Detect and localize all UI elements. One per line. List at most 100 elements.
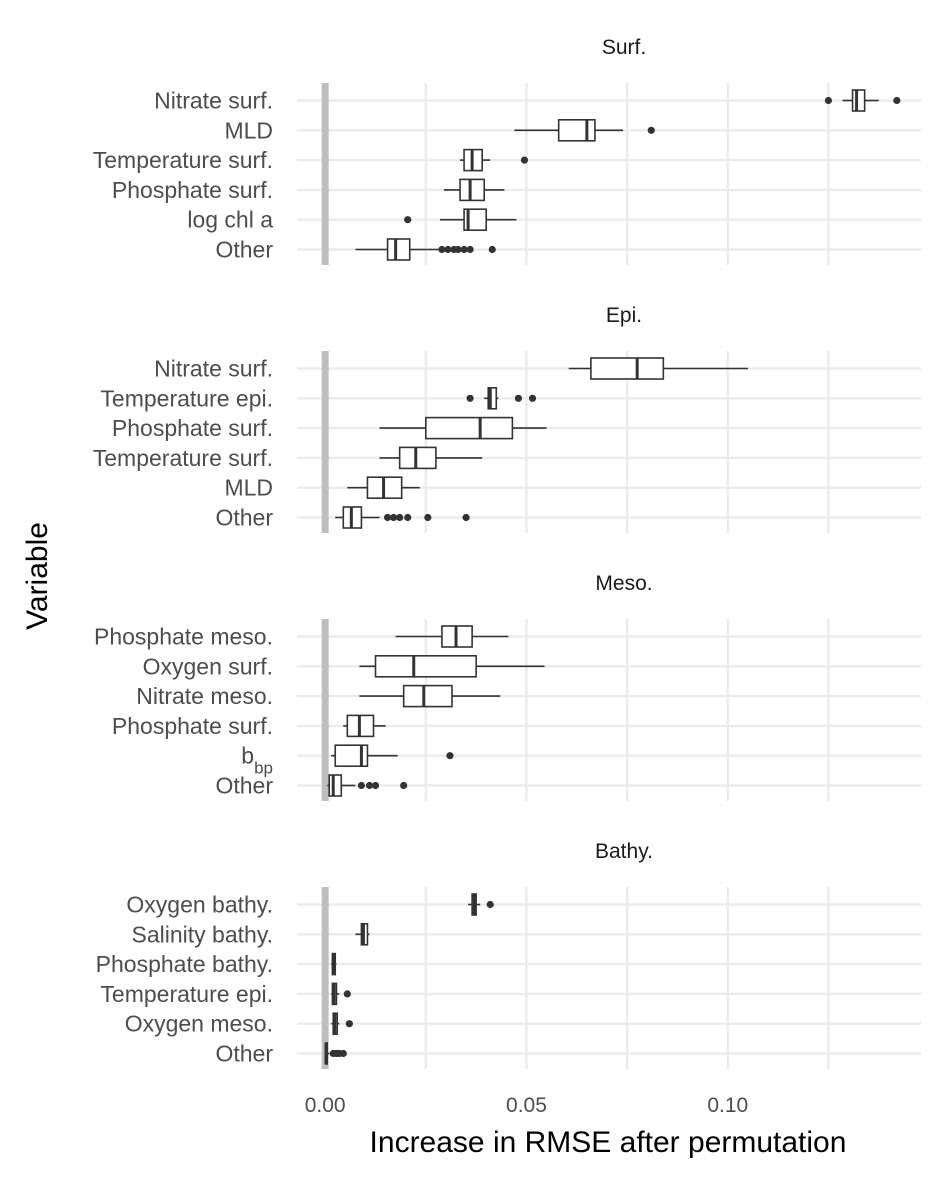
iqr-box bbox=[398, 446, 437, 470]
iqr-box bbox=[328, 774, 343, 797]
variable-label: Temperature epi. bbox=[100, 981, 273, 1007]
outlier-point bbox=[893, 96, 901, 105]
outlier-point bbox=[466, 245, 474, 254]
outlier-point bbox=[390, 513, 398, 522]
iqr-box bbox=[557, 119, 596, 142]
outlier-point bbox=[454, 245, 462, 254]
variable-label: Salinity bathy. bbox=[132, 921, 273, 947]
outlier-point bbox=[345, 1020, 353, 1028]
variable-label: Oxygen surf. bbox=[143, 653, 273, 679]
panel-surf: Surf. Nitrate surf. MLD Temperature surf. Ph… bbox=[93, 36, 921, 265]
panel-bathy: Bathy. Oxygen bathy. Salinity bathy. Phosph… bbox=[96, 840, 921, 1069]
variable-label: Oxygen bathy. bbox=[126, 892, 273, 918]
outlier-point bbox=[404, 216, 412, 224]
panel-epi: Epi. Nitrate surf. Temperature epi. Phospha… bbox=[93, 304, 921, 533]
variable-label: Phosphate surf. bbox=[112, 415, 273, 441]
variable-label: Other bbox=[215, 773, 273, 799]
boxplot bbox=[355, 238, 496, 261]
boxplot bbox=[331, 952, 337, 976]
panel-title: Surf. bbox=[602, 36, 646, 59]
variable-label: MLD bbox=[224, 475, 273, 501]
iqr-box bbox=[459, 178, 486, 202]
boxplot bbox=[443, 178, 505, 202]
iqr-box bbox=[402, 684, 453, 708]
panel-title: Epi. bbox=[606, 304, 642, 327]
boxplot bbox=[331, 982, 351, 1006]
boxplot bbox=[466, 386, 537, 410]
variable-label: Other bbox=[215, 237, 273, 263]
panel-meso: Meso. Phosphate meso. Oxygen surf. Nitrate … bbox=[94, 572, 921, 801]
x-tick-label: 0.00 bbox=[305, 1094, 346, 1117]
boxplot bbox=[327, 774, 408, 797]
outlier-point bbox=[488, 245, 496, 254]
boxplot bbox=[359, 684, 501, 708]
variable-label: MLD bbox=[224, 117, 273, 143]
variable-label: Temperature epi. bbox=[100, 385, 273, 411]
boxplot bbox=[343, 714, 386, 738]
boxplot bbox=[324, 1042, 347, 1065]
variable-label: Temperature surf. bbox=[93, 445, 273, 471]
boxplot bbox=[331, 744, 454, 768]
variable-label: bbp bbox=[241, 743, 273, 778]
variable-label: Nitrate surf. bbox=[154, 88, 273, 114]
x-tick-label: 0.05 bbox=[506, 1094, 547, 1117]
boxplot bbox=[395, 625, 509, 648]
outlier-point bbox=[383, 513, 392, 522]
boxplot bbox=[568, 357, 748, 380]
outlier-point bbox=[462, 513, 470, 522]
outlier-point bbox=[514, 394, 523, 402]
x-axis-title: Increase in RMSE after permutation bbox=[370, 1126, 847, 1159]
outlier-point bbox=[520, 156, 529, 164]
outlier-point bbox=[343, 990, 351, 998]
variable-label: Nitrate meso. bbox=[136, 683, 273, 709]
outlier-point bbox=[647, 126, 655, 134]
iqr-box bbox=[463, 208, 488, 231]
iqr-box bbox=[590, 357, 665, 380]
boxplot bbox=[460, 148, 529, 172]
variable-label: Nitrate surf. bbox=[154, 356, 273, 382]
outlier-point bbox=[446, 752, 454, 760]
iqr-box bbox=[487, 386, 498, 410]
outlier-point bbox=[528, 394, 537, 402]
variable-label: Phosphate meso. bbox=[94, 624, 273, 650]
panel-title: Bathy. bbox=[595, 840, 653, 863]
outlier-point bbox=[486, 900, 494, 909]
variable-label: Phosphate surf. bbox=[112, 713, 273, 739]
y-axis-title: Variable bbox=[21, 522, 54, 630]
variable-label: log chl a bbox=[187, 207, 273, 233]
boxplot bbox=[404, 208, 517, 231]
iqr-box bbox=[851, 89, 866, 112]
outlier-point bbox=[460, 245, 468, 254]
iqr-box bbox=[425, 416, 514, 440]
variable-label: Phosphate surf. bbox=[112, 177, 273, 203]
variable-label: Temperature surf. bbox=[93, 147, 273, 173]
outlier-point bbox=[339, 1049, 347, 1058]
outlier-point bbox=[466, 394, 474, 402]
outlier-point bbox=[365, 781, 374, 790]
x-tick-label: 0.10 bbox=[707, 1094, 748, 1117]
outlier-point bbox=[400, 781, 408, 790]
boxplot bbox=[347, 476, 420, 500]
boxplot bbox=[359, 654, 545, 678]
boxplot bbox=[379, 416, 547, 440]
iqr-box bbox=[374, 654, 477, 678]
boxplot bbox=[468, 893, 494, 916]
outlier-point bbox=[424, 513, 432, 522]
boxplot bbox=[379, 446, 483, 470]
outlier-point bbox=[357, 781, 366, 790]
variable-label: Other bbox=[215, 505, 273, 531]
outlier-point bbox=[438, 245, 446, 254]
outlier-point bbox=[444, 245, 452, 254]
outlier-point bbox=[824, 96, 833, 105]
boxplot bbox=[824, 89, 901, 112]
boxplot bbox=[331, 1012, 353, 1036]
boxplot bbox=[355, 922, 370, 946]
outlier-point bbox=[404, 513, 412, 522]
boxplot bbox=[514, 119, 655, 142]
iqr-box bbox=[386, 238, 411, 261]
variable-label: Oxygen meso. bbox=[125, 1011, 273, 1037]
boxplot bbox=[335, 506, 470, 529]
outlier-point bbox=[396, 513, 404, 522]
outlier-point bbox=[371, 781, 380, 790]
